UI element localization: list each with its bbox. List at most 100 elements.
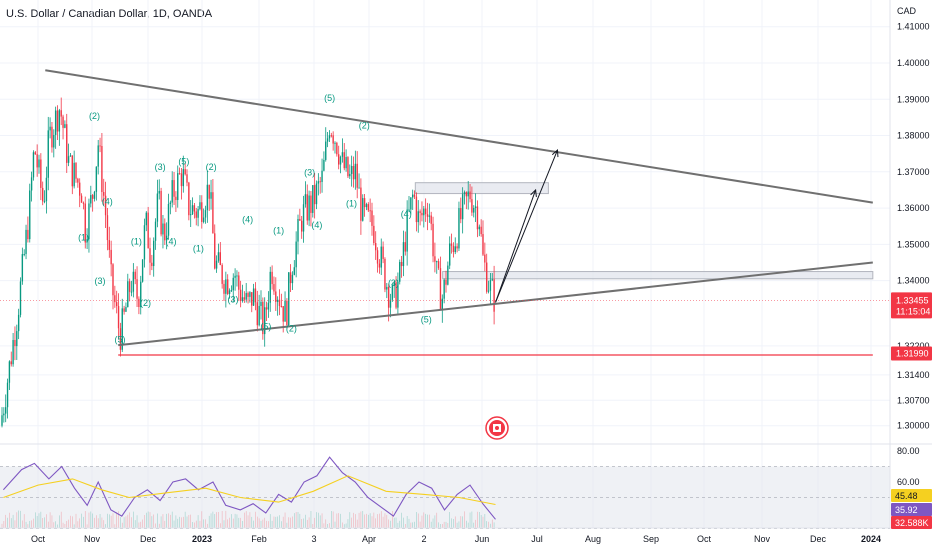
- candle-body: [443, 279, 445, 299]
- candle-body: [395, 282, 397, 308]
- candle-body: [319, 181, 321, 183]
- candle-body: [204, 210, 207, 218]
- candle-body: [400, 262, 403, 267]
- price-tick-label: 1.34000: [897, 276, 930, 286]
- candle-body: [21, 254, 24, 282]
- candle-body: [325, 141, 327, 160]
- candle-body: [406, 209, 408, 252]
- candle-body: [79, 182, 81, 196]
- candle-body: [445, 279, 447, 285]
- candle-body: [64, 124, 66, 128]
- candle-body: [145, 212, 147, 226]
- candle-body: [439, 268, 442, 310]
- price-tick-label: 1.38000: [897, 131, 930, 141]
- candle-body: [49, 126, 51, 131]
- rsi-tick-label: 60.00: [897, 477, 920, 487]
- candle-body: [256, 302, 258, 326]
- candle-body: [249, 292, 251, 297]
- candle-body: [476, 206, 479, 230]
- candle-body: [338, 154, 340, 165]
- candle-body: [153, 240, 155, 267]
- candle-body: [397, 281, 399, 308]
- candle-body: [291, 274, 294, 284]
- time-tick-label: 3: [311, 534, 316, 544]
- rsi-value-tag: [891, 503, 932, 516]
- candle-body: [262, 301, 264, 335]
- flag-icon[interactable]: [485, 416, 509, 440]
- time-axis[interactable]: Oct Nov Dec 2023 Feb 3 Apr 2 Jun Jul Aug Sep Oct Nov D…: [0, 527, 932, 544]
- candle-body: [467, 191, 469, 197]
- candle-body: [254, 288, 257, 303]
- candle-body: [404, 242, 406, 252]
- candle-body: [358, 187, 360, 189]
- candle-body: [419, 211, 421, 213]
- wave-label: (5): [115, 334, 126, 344]
- candle-body: [56, 110, 59, 132]
- price-tick-label: 1.36000: [897, 203, 930, 213]
- candle-body: [193, 205, 196, 212]
- candle-body: [117, 306, 120, 329]
- candle-body: [354, 163, 357, 180]
- candle-body: [312, 185, 314, 213]
- candle-body: [99, 145, 101, 147]
- candle-body: [350, 165, 353, 174]
- candle-body: [415, 196, 418, 223]
- price-tick-label: 1.40000: [897, 58, 930, 68]
- candle-body: [306, 194, 308, 221]
- time-tick-label: Oct: [697, 534, 712, 544]
- projection-arrowhead: [530, 188, 537, 197]
- price-axis[interactable]: CAD 1.41000 1.40000 1.39000 1.38000 1.37000 1.…: [0, 0, 932, 528]
- candle-body: [288, 272, 290, 326]
- rsi-value-tag: [891, 516, 932, 529]
- candle-body: [252, 288, 255, 306]
- candle-body: [391, 285, 394, 300]
- candle-body: [103, 192, 105, 196]
- candle-body: [486, 262, 488, 292]
- candle-body: [484, 254, 486, 263]
- candle-body: [27, 229, 29, 240]
- trendlines[interactable]: [0, 69, 890, 356]
- candle-body: [286, 300, 288, 326]
- candle-body: [417, 211, 419, 223]
- candle-body: [104, 195, 107, 216]
- candle-body: [434, 256, 436, 262]
- candle-body: [349, 173, 351, 177]
- candle-body: [40, 159, 42, 188]
- candle-body: [289, 272, 292, 284]
- time-tick-label: Jul: [531, 534, 543, 544]
- candle-body: [140, 281, 142, 308]
- candle-body: [202, 217, 205, 222]
- time-tick-label: Aug: [585, 534, 601, 544]
- candle-body: [210, 192, 212, 199]
- wave-label: (5): [260, 322, 271, 332]
- candle-body: [147, 212, 149, 249]
- candle-body: [265, 307, 268, 310]
- resistance-zone: [414, 182, 549, 195]
- rsi-value-label: 35.92: [895, 505, 918, 515]
- candle-body: [125, 307, 127, 312]
- candle-body: [493, 279, 495, 312]
- candle-body: [474, 206, 477, 208]
- candle-body: [128, 281, 131, 292]
- candle-body: [280, 305, 283, 307]
- candle-body: [428, 215, 431, 217]
- candle-body: [73, 162, 75, 187]
- candle-body: [188, 182, 190, 216]
- time-tick-label: Dec: [810, 534, 827, 544]
- price-tick-label: 1.37000: [897, 167, 930, 177]
- candle-body: [382, 246, 384, 259]
- candle-body: [162, 223, 164, 235]
- candle-body: [336, 142, 338, 155]
- candle-body: [95, 166, 98, 192]
- candles: [1, 97, 495, 428]
- upper-resistance: [45, 69, 873, 204]
- candle-body: [199, 202, 201, 210]
- candle-body: [43, 201, 46, 203]
- candle-body: [45, 177, 48, 202]
- candle-body: [143, 225, 146, 260]
- wave-label: (5): [421, 314, 432, 324]
- candle-body: [450, 243, 453, 246]
- candle-body: [460, 208, 462, 220]
- candle-body: [447, 265, 449, 285]
